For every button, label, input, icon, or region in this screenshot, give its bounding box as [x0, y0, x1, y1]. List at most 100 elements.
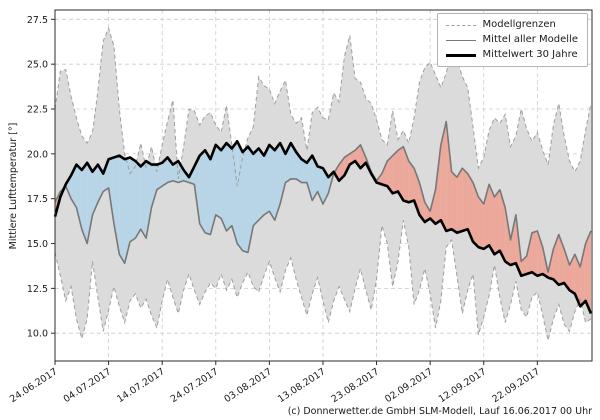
- above-climate-fill: [397, 146, 404, 201]
- above-climate-fill: [392, 150, 398, 194]
- above-climate-fill: [387, 155, 393, 194]
- x-tick-label: 24.07.2017: [169, 366, 221, 405]
- below-climate-fill: [162, 157, 168, 187]
- above-climate-fill: [478, 196, 484, 249]
- below-climate-fill: [317, 166, 323, 205]
- above-climate-fill: [526, 232, 532, 275]
- below-climate-fill: [258, 148, 265, 221]
- above-climate-fill: [564, 248, 570, 291]
- legend-label: Mittelwert 30 Jahre: [482, 49, 578, 60]
- above-climate-fill: [585, 230, 591, 314]
- above-climate-fill: [580, 243, 586, 307]
- below-climate-fill: [87, 162, 93, 244]
- above-climate-fill: [462, 168, 468, 231]
- below-climate-fill: [274, 143, 281, 221]
- below-climate-fill: [264, 144, 270, 215]
- below-climate-fill: [135, 161, 141, 239]
- below-climate-fill: [296, 152, 302, 183]
- x-tick-label: 04.07.2017: [62, 366, 114, 405]
- y-tick-label: 20.0: [27, 149, 48, 160]
- x-tick-label: 02.09.2017: [383, 366, 435, 405]
- above-climate-fill: [446, 121, 452, 231]
- below-climate-fill: [269, 144, 275, 221]
- above-climate-fill: [489, 184, 495, 255]
- y-axis-label: Mittlere Lufttemperatur [°]: [8, 122, 19, 250]
- x-tick-label: 13.08.2017: [276, 366, 328, 405]
- below-climate-fill: [103, 159, 109, 192]
- below-climate-fill: [156, 162, 163, 190]
- legend-item-modellgrenzen: Modellgrenzen: [445, 19, 578, 31]
- legend-item-mittel-aller-modelle: Mittel aller Modelle: [445, 34, 578, 46]
- above-climate-fill: [424, 202, 431, 222]
- x-tick-label: 12.09.2017: [437, 366, 489, 405]
- below-climate-fill: [242, 146, 248, 253]
- below-climate-fill: [124, 157, 131, 264]
- below-climate-fill: [226, 143, 232, 231]
- above-climate-fill: [537, 230, 543, 276]
- x-tick-label: 24.06.2017: [8, 366, 60, 405]
- above-climate-fill: [381, 161, 388, 187]
- climate-mean-line: [53, 139, 593, 314]
- below-climate-fill: [221, 143, 227, 231]
- black-line-sample-icon: [445, 53, 476, 57]
- below-climate-fill: [130, 157, 136, 242]
- below-climate-fill: [146, 161, 152, 239]
- above-climate-fill: [574, 254, 581, 307]
- above-climate-fill: [467, 173, 474, 242]
- below-climate-fill: [81, 162, 88, 244]
- below-climate-fill: [205, 150, 211, 235]
- below-climate-fill: [119, 155, 125, 264]
- below-climate-fill: [253, 148, 259, 226]
- below-climate-fill: [140, 161, 147, 239]
- below-climate-fill: [92, 164, 98, 215]
- x-tick-label: 23.08.2017: [330, 366, 382, 405]
- legend: Modellgrenzen Mittel aller Modelle Mitte…: [436, 13, 588, 67]
- above-climate-fill: [531, 230, 538, 276]
- y-tick-label: 17.5: [27, 194, 48, 205]
- below-climate-fill: [178, 161, 184, 183]
- copyright-caption: (c) Donnerwetter.de GmbH SLM-Modell, Lau…: [287, 406, 592, 417]
- below-climate-fill: [247, 146, 254, 253]
- below-climate-fill: [65, 175, 72, 199]
- axes-frame: [54, 9, 593, 362]
- y-tick-label: 15.0: [27, 239, 48, 250]
- y-tick-label: 25.0: [27, 60, 48, 71]
- above-climate-fill: [419, 182, 425, 222]
- band-max-line: [54, 26, 592, 187]
- above-climate-fill: [499, 189, 506, 262]
- below-climate-fill: [237, 141, 243, 251]
- y-tick-label: 27.5: [27, 15, 48, 26]
- above-climate-fill: [456, 168, 463, 233]
- below-climate-fill: [231, 141, 238, 244]
- below-climate-fill: [215, 144, 222, 219]
- above-climate-fill: [403, 146, 409, 203]
- above-climate-fill: [473, 182, 479, 248]
- above-climate-fill: [440, 121, 447, 231]
- model-mean-line: [54, 120, 592, 274]
- above-climate-fill: [505, 207, 511, 266]
- legend-item-mittelwert-30-jahre: Mittelwert 30 Jahre: [445, 49, 578, 61]
- below-climate-fill: [199, 150, 206, 233]
- dashed-line-sample-icon: [445, 24, 476, 26]
- above-climate-fill: [494, 189, 500, 255]
- below-climate-fill: [210, 144, 216, 235]
- y-tick-label: 10.0: [27, 329, 48, 340]
- below-climate-fill: [306, 155, 313, 201]
- below-climate-fill: [108, 157, 114, 224]
- above-climate-fill: [510, 214, 516, 266]
- below-climate-fill: [280, 143, 286, 205]
- y-tick-label: 22.5: [27, 105, 48, 116]
- below-climate-fill: [301, 159, 307, 183]
- above-climate-fill: [435, 144, 441, 224]
- legend-label: Mittel aller Modelle: [482, 34, 578, 45]
- y-tick-label: 12.5: [27, 284, 48, 295]
- x-tick-label: 03.08.2017: [222, 366, 274, 405]
- gray-line-sample-icon: [445, 39, 476, 41]
- above-climate-fill: [408, 161, 415, 203]
- below-climate-fill: [194, 155, 200, 224]
- above-climate-fill: [451, 171, 457, 233]
- x-tick-label: 14.07.2017: [115, 366, 167, 405]
- below-climate-fill: [312, 155, 318, 201]
